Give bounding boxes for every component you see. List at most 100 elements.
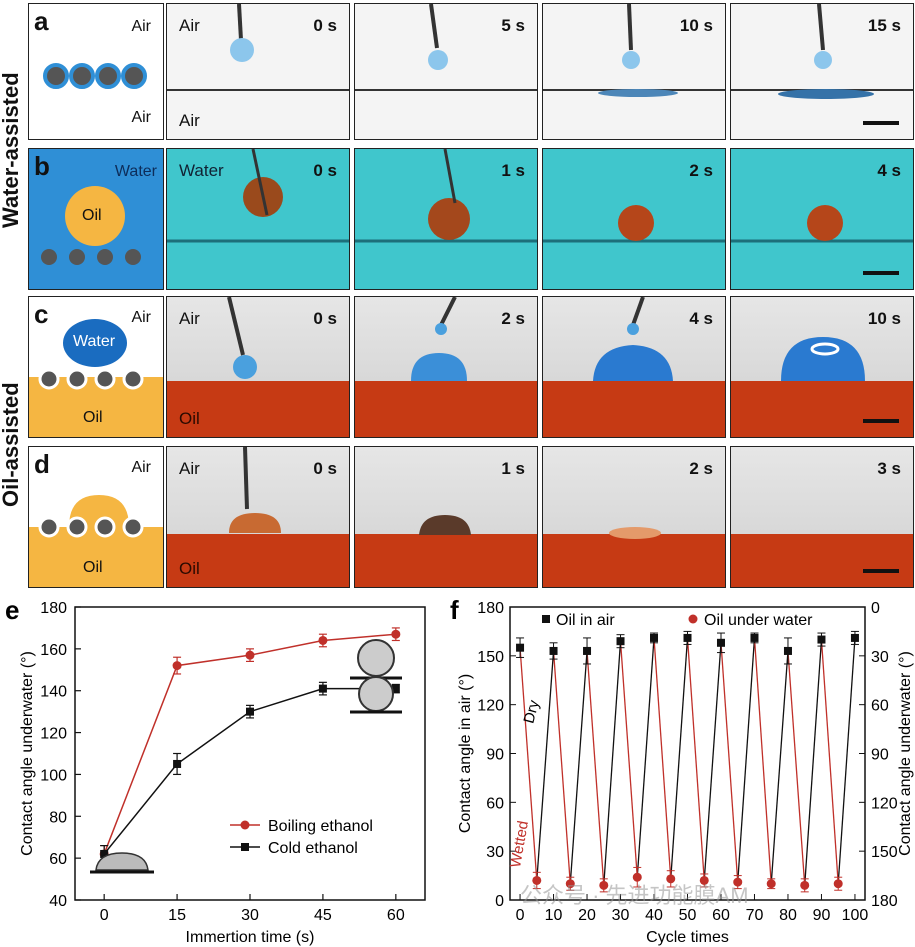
frame-time: 10 s bbox=[867, 309, 901, 328]
wet-line bbox=[619, 641, 638, 878]
x-tick-label: 45 bbox=[314, 907, 332, 924]
panel-d-drawing bbox=[29, 495, 163, 587]
chart-e: e 40 60 80 100 120 140 160 180 0 15 30 45 60 Immertion… bbox=[5, 595, 426, 946]
frame-drawing bbox=[543, 205, 725, 243]
x-axis-label: Cycle times bbox=[646, 929, 729, 946]
x-tick-label: 90 bbox=[813, 907, 831, 924]
data-point-underwater bbox=[766, 879, 776, 889]
y-left-tick-label: 180 bbox=[477, 600, 504, 617]
watermark: 公众号 · 先进功能膜AM bbox=[520, 883, 749, 908]
panel-d: d Air Oil Air Oil 0 s 1 s bbox=[28, 446, 914, 588]
dry-line bbox=[670, 637, 689, 879]
panel-c-frame-3: 4 s bbox=[542, 296, 726, 438]
data-point-air bbox=[516, 643, 525, 652]
frame-time: 3 s bbox=[877, 459, 901, 478]
y-left-tick-label: 0 bbox=[495, 893, 504, 910]
legend-marker bbox=[542, 615, 550, 623]
frame-time: 0 s bbox=[313, 459, 337, 478]
data-point bbox=[246, 707, 254, 716]
panel-c-drop-label: Water bbox=[73, 333, 116, 350]
frame-top-label: Air bbox=[179, 16, 200, 35]
y-right-tick-label: 150 bbox=[871, 844, 898, 861]
data-point-air bbox=[817, 635, 826, 644]
scale-bar bbox=[863, 569, 899, 573]
y-axis-label: Contact angle underwater (°) bbox=[19, 651, 36, 856]
wet-line bbox=[787, 650, 806, 886]
frame-time: 0 s bbox=[313, 16, 337, 35]
panel-e-letter: e bbox=[5, 595, 19, 625]
y-right-tick-label: 60 bbox=[871, 698, 889, 715]
x-tick-label: 40 bbox=[645, 907, 663, 924]
frame-time: 15 s bbox=[867, 16, 901, 35]
wet-line bbox=[653, 637, 672, 879]
x-tick-label: 30 bbox=[241, 907, 259, 924]
legend-marker bbox=[240, 820, 250, 830]
data-point bbox=[391, 684, 400, 693]
panel-c-frame-2: 2 s bbox=[354, 296, 538, 438]
frame-drawing bbox=[609, 527, 661, 539]
frame-drawing bbox=[167, 4, 349, 91]
frame-top-label: Water bbox=[179, 161, 224, 180]
dry-line bbox=[837, 637, 856, 884]
y-right-tick-label: 0 bbox=[871, 600, 880, 617]
y-left-tick-label: 30 bbox=[486, 844, 504, 861]
data-point bbox=[391, 629, 401, 639]
frame-time: 5 s bbox=[501, 16, 525, 35]
data-point-underwater bbox=[565, 879, 575, 889]
panel-b-frame-2: 1 s bbox=[354, 148, 538, 290]
frame-time: 2 s bbox=[689, 161, 713, 180]
wet-line bbox=[586, 650, 605, 886]
frame-drawing bbox=[167, 149, 349, 243]
panel-d-frame-3: 2 s bbox=[542, 446, 726, 588]
frame-drawing bbox=[419, 515, 471, 535]
frame-drawing bbox=[731, 205, 913, 243]
x-tick-label: 60 bbox=[712, 907, 730, 924]
panel-c: c Air Water Oil Air Oil 0 s 2 s bbox=[28, 296, 914, 438]
panel-a-frame-2: 5 s bbox=[354, 3, 538, 140]
x-tick-label: 20 bbox=[578, 907, 596, 924]
panel-c-schematic: c Air Water Oil bbox=[28, 296, 164, 438]
data-point bbox=[173, 759, 182, 768]
data-point-air bbox=[616, 637, 625, 646]
y-tick-label: 140 bbox=[40, 684, 67, 701]
frame-bottom-label: Oil bbox=[179, 409, 200, 428]
frame-drawing bbox=[229, 447, 281, 533]
panel-a-frame-1: Air Air 0 s bbox=[166, 3, 350, 140]
frame-time: 4 s bbox=[877, 161, 901, 180]
water-assisted-label: Water-assisted bbox=[0, 72, 23, 228]
frame-top-label: Air bbox=[179, 459, 200, 478]
panel-c-frame-4: 10 s bbox=[730, 296, 914, 438]
frame-drawing bbox=[227, 297, 257, 379]
data-point bbox=[318, 635, 328, 645]
data-point-air bbox=[683, 633, 692, 642]
dry-line bbox=[703, 642, 722, 881]
data-point bbox=[172, 661, 182, 671]
frame-time: 0 s bbox=[313, 161, 337, 180]
data-point-air bbox=[716, 638, 725, 647]
panel-a-schematic: a Air Air bbox=[28, 3, 164, 140]
droplet-inset-mid bbox=[358, 676, 394, 712]
panel-b: b Water Oil Water 0 s 1 s bbox=[28, 148, 914, 290]
dry-line bbox=[804, 639, 823, 886]
frame-top-label: Air bbox=[179, 309, 200, 328]
x-tick-label: 0 bbox=[100, 907, 109, 924]
y-left-tick-label: 120 bbox=[477, 698, 504, 715]
dry-line bbox=[603, 641, 622, 886]
frame-drawing bbox=[411, 297, 467, 381]
panel-c-drawing bbox=[29, 319, 163, 437]
oil-assisted-label: Oil-assisted bbox=[0, 382, 23, 508]
data-point-underwater bbox=[733, 877, 743, 887]
chart-f: f 0 30 60 90 120 150 180 0 30 60 90 120 150 180 0 10 20 30… bbox=[450, 595, 914, 946]
x-tick-label: 70 bbox=[746, 907, 764, 924]
x-tick-label: 0 bbox=[516, 907, 525, 924]
dry-line bbox=[737, 637, 756, 883]
y-tick-label: 80 bbox=[49, 809, 67, 826]
x-axis-label: Immertion time (s) bbox=[186, 929, 315, 946]
data-point-underwater bbox=[599, 880, 609, 890]
panel-d-schematic: d Air Oil bbox=[28, 446, 164, 588]
y-right-tick-label: 30 bbox=[871, 649, 889, 666]
panel-b-medium-label: Water bbox=[114, 163, 157, 180]
wet-line bbox=[753, 637, 772, 884]
y-left-tick-label: 60 bbox=[486, 795, 504, 812]
frame-time: 0 s bbox=[313, 309, 337, 328]
